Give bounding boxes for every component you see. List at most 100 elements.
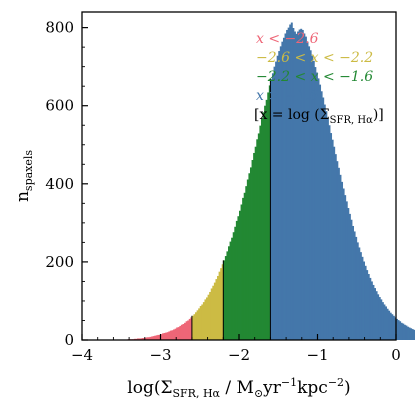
histogram-bar bbox=[336, 161, 339, 340]
histogram-bar bbox=[262, 112, 265, 340]
histogram-bar bbox=[240, 204, 243, 340]
histogram-bar bbox=[228, 246, 230, 340]
histogram-bar bbox=[355, 236, 358, 340]
histogram-bar bbox=[232, 232, 235, 340]
histogram-bar bbox=[212, 285, 215, 340]
histogram-bar bbox=[273, 66, 276, 341]
histogram-bar bbox=[213, 282, 216, 340]
histogram-bar bbox=[396, 318, 398, 340]
histogram-bar bbox=[410, 328, 413, 340]
histogram-bar bbox=[235, 220, 238, 340]
histogram-bar bbox=[195, 312, 198, 340]
histogram-bar bbox=[140, 338, 143, 340]
histogram-bar bbox=[165, 332, 168, 340]
x-axis-label: log(ΣSFR, Hα / M⊙yr−1kpc−2) bbox=[127, 376, 350, 400]
histogram-bar bbox=[275, 61, 278, 341]
histogram-bar bbox=[180, 324, 183, 340]
y-tick-label: 600 bbox=[45, 97, 74, 115]
histogram-bar bbox=[168, 331, 171, 340]
histogram-bar bbox=[391, 314, 394, 340]
histogram-bar bbox=[386, 308, 389, 340]
histogram-bar bbox=[259, 125, 262, 340]
histogram-bar bbox=[286, 29, 289, 341]
histogram-bar bbox=[339, 174, 342, 340]
histogram-bar bbox=[314, 67, 317, 340]
histogram-bar bbox=[209, 291, 212, 340]
histogram-bar bbox=[378, 297, 381, 340]
histogram-bar bbox=[210, 288, 213, 340]
histogram-bar bbox=[282, 37, 285, 341]
histogram-bar bbox=[320, 91, 323, 341]
histogram-bar bbox=[256, 139, 259, 340]
histogram-bar bbox=[381, 302, 384, 340]
histogram-bar bbox=[290, 22, 293, 340]
histogram-bar bbox=[187, 320, 190, 340]
histogram-bar bbox=[413, 329, 415, 340]
histogram-bars bbox=[114, 22, 415, 341]
histogram-bar bbox=[281, 41, 284, 341]
histogram-bar bbox=[253, 152, 256, 340]
histogram-bar bbox=[152, 336, 155, 340]
histogram-bar bbox=[234, 226, 237, 340]
histogram-bar bbox=[179, 325, 182, 340]
histogram-bar bbox=[162, 333, 165, 340]
histogram-bar bbox=[293, 31, 296, 341]
histogram-bar bbox=[323, 104, 326, 340]
legend-entry-3: −2.2 < x < −1.6 bbox=[256, 69, 373, 85]
histogram-bar bbox=[151, 336, 154, 340]
histogram-bar bbox=[218, 271, 221, 340]
histogram-bar bbox=[375, 291, 378, 340]
histogram-bar bbox=[292, 28, 295, 340]
x-tick-label: −3 bbox=[149, 346, 171, 364]
histogram-bar bbox=[348, 213, 351, 340]
histogram-bar bbox=[405, 325, 408, 340]
histogram-bar bbox=[359, 252, 362, 340]
histogram-bar bbox=[400, 322, 403, 340]
histogram-bar bbox=[380, 299, 383, 340]
category-boundary-lines bbox=[191, 79, 271, 340]
histogram-bar bbox=[226, 251, 229, 340]
histogram-bar bbox=[221, 264, 224, 340]
histogram-bar bbox=[260, 118, 263, 341]
histogram-bar bbox=[229, 241, 232, 340]
histogram-bar bbox=[331, 139, 334, 340]
histogram-bar bbox=[264, 105, 267, 341]
histogram-bar bbox=[166, 332, 169, 340]
histogram-bar bbox=[243, 192, 246, 340]
histogram-bar bbox=[342, 188, 345, 340]
histogram-bar bbox=[337, 167, 340, 340]
histogram-bar bbox=[246, 179, 249, 340]
histogram-bar bbox=[361, 256, 364, 340]
histogram-bar bbox=[154, 335, 157, 340]
axis-ticks: −4 −3 −2 −1 0 0 200 400 600 800 bbox=[45, 19, 400, 364]
histogram-bar bbox=[177, 327, 180, 340]
histogram-bar bbox=[319, 84, 322, 340]
y-tick-label: 200 bbox=[45, 253, 74, 271]
histogram-bar bbox=[196, 310, 199, 340]
histogram-bar bbox=[341, 181, 344, 340]
histogram-bar bbox=[141, 338, 144, 340]
histogram-bar bbox=[278, 51, 281, 341]
histogram-bar bbox=[173, 329, 176, 340]
histogram-bar bbox=[287, 27, 290, 341]
histogram-bar bbox=[169, 330, 172, 340]
histogram-bar bbox=[144, 337, 147, 340]
legend-note: [x = log (ΣSFR, Hα)] bbox=[254, 107, 384, 126]
y-axis-label: nspaxels bbox=[13, 150, 35, 202]
histogram-bar bbox=[198, 308, 201, 340]
histogram-bar bbox=[176, 327, 179, 340]
histogram-bar bbox=[202, 302, 205, 340]
histogram-bar bbox=[191, 315, 194, 340]
histogram-bar bbox=[389, 312, 392, 340]
histogram-bar bbox=[406, 326, 409, 340]
histogram-bar bbox=[239, 210, 241, 340]
histogram-bar bbox=[149, 336, 152, 340]
legend-entry-4: x > −1.6 bbox=[256, 88, 319, 104]
histogram-bar bbox=[270, 79, 273, 340]
histogram-bar bbox=[350, 219, 353, 340]
histogram-bar bbox=[289, 24, 292, 340]
histogram-bar bbox=[330, 133, 333, 340]
histogram-bar bbox=[304, 36, 307, 340]
histogram-bar bbox=[295, 33, 298, 341]
